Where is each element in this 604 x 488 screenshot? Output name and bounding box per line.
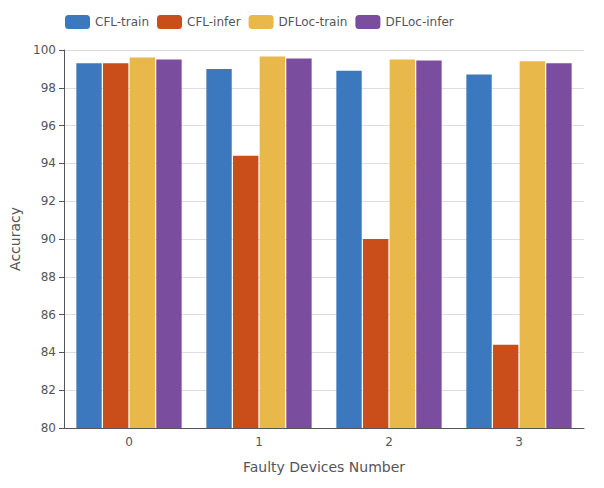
svg-text:96: 96 xyxy=(41,119,56,133)
svg-text:DFLoc-train: DFLoc-train xyxy=(279,15,348,29)
svg-text:Faulty Devices Number: Faulty Devices Number xyxy=(243,459,405,475)
svg-text:90: 90 xyxy=(41,232,56,246)
svg-text:0: 0 xyxy=(125,435,133,449)
svg-text:80: 80 xyxy=(41,421,56,435)
svg-text:3: 3 xyxy=(515,435,523,449)
svg-text:88: 88 xyxy=(41,270,56,284)
svg-text:94: 94 xyxy=(41,156,56,170)
svg-text:86: 86 xyxy=(41,308,56,322)
svg-text:CFL-infer: CFL-infer xyxy=(187,15,241,29)
svg-text:84: 84 xyxy=(41,345,56,359)
svg-text:CFL-train: CFL-train xyxy=(95,15,149,29)
svg-text:100: 100 xyxy=(33,43,56,57)
svg-text:Accuracy: Accuracy xyxy=(7,207,23,271)
svg-text:1: 1 xyxy=(255,435,263,449)
svg-text:92: 92 xyxy=(41,194,56,208)
svg-text:82: 82 xyxy=(41,383,56,397)
svg-text:2: 2 xyxy=(385,435,393,449)
svg-text:DFLoc-infer: DFLoc-infer xyxy=(385,15,453,29)
svg-text:98: 98 xyxy=(41,81,56,95)
